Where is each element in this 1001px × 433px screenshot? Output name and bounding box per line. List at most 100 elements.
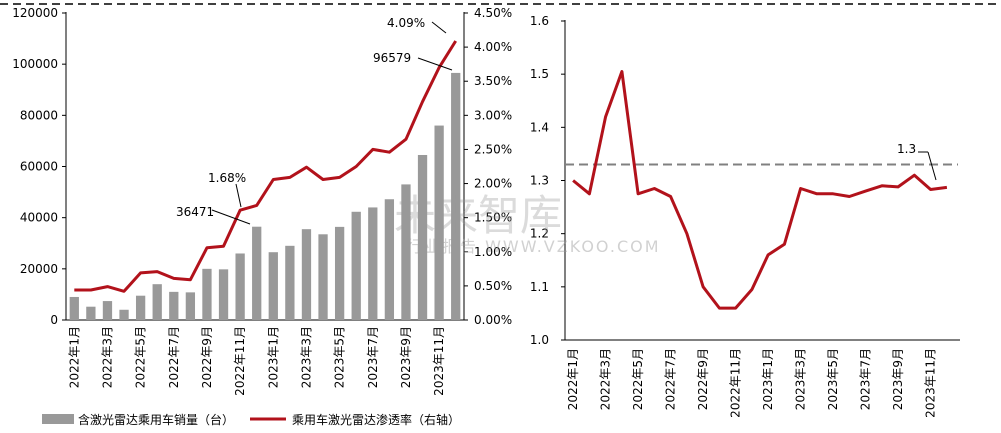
- left-y-tick-label: 120000: [12, 6, 58, 20]
- annotation-36471: 36471: [176, 205, 214, 219]
- left-x-ticks: 2022年1月 2022年3月 2022年5月 2022年7月 2022年9月 2022年…: [67, 326, 446, 396]
- left-y-tick-label: 60000: [20, 160, 58, 174]
- left-x-tick-label: 2022年3月: [100, 326, 114, 388]
- watermark: 未来智库 行业报告 WWW.VZKOO.COM: [394, 191, 661, 256]
- sales-bar: [268, 252, 278, 320]
- sales-bar: [384, 199, 395, 320]
- right-chart-x-tick-label: 2022年11月: [729, 348, 743, 418]
- sales-bar: [451, 72, 461, 320]
- right-y-tick-label: 4.00%: [474, 40, 512, 54]
- sales-bar: [252, 226, 262, 320]
- annotation-4-09: 4.09%: [387, 16, 425, 30]
- right-y-tick-label: 2.00%: [474, 177, 512, 191]
- right-chart-x-tick-label: 2022年5月: [631, 348, 645, 410]
- right-chart-x-tick-label: 2022年3月: [599, 348, 613, 410]
- sales-bar: [152, 284, 162, 320]
- left-x-tick-label: 2022年7月: [167, 326, 181, 388]
- right-chart-x-tick-label: 2023年9月: [891, 348, 905, 410]
- sales-bar: [351, 211, 361, 320]
- left-y-tick-label: 0: [50, 313, 58, 327]
- left-y-tick-label: 100000: [12, 57, 58, 71]
- annotations: 4.09% 96579 1.68% 36471: [176, 16, 453, 225]
- sales-bar: [86, 306, 96, 320]
- right-chart-y-ticks: 1.0 1.1 1.2 1.3 1.4 1.5 1.6: [530, 14, 565, 347]
- bar-series: [69, 72, 461, 320]
- right-chart-x-tick-label: 2023年7月: [859, 348, 873, 410]
- left-x-tick-label: 2023年7月: [366, 326, 380, 388]
- left-y-tick-label: 40000: [20, 211, 58, 225]
- legend-swatch-bar: [42, 414, 74, 424]
- ratio-line: [572, 70, 948, 310]
- legend-label-line: 乘用车激光雷达渗透率（右轴）: [292, 412, 460, 427]
- right-chart-x-tick-label: 2022年1月: [566, 348, 580, 410]
- left-y-tick-label: 20000: [20, 262, 58, 276]
- left-y-ticks: 0 20000 40000 60000 80000 100000 120000: [12, 6, 66, 327]
- annotation-1-3: 1.3: [897, 142, 916, 156]
- sales-bar: [169, 291, 179, 320]
- right-chart-x-tick-label: 2023年3月: [794, 348, 808, 410]
- right-chart-x-tick-label: 2023年5月: [826, 348, 840, 410]
- annotation-leader-4-09: [431, 21, 447, 34]
- legend-label-bar: 含激光雷达乘用车销量（台）: [78, 412, 234, 427]
- right-y-tick-label: 1.50%: [474, 211, 512, 225]
- sales-bar: [119, 309, 129, 320]
- sales-bar: [334, 226, 345, 320]
- sales-bar: [301, 229, 312, 320]
- left-x-tick-label: 2023年1月: [266, 326, 280, 388]
- watermark-sub: 行业报告 WWW.VZKOO.COM: [406, 237, 661, 256]
- sales-bar: [417, 154, 428, 320]
- right-y-tick-label: 3.00%: [474, 108, 512, 122]
- left-y-tick-label: 80000: [20, 108, 58, 122]
- right-y-tick-label: 3.50%: [474, 74, 512, 88]
- left-x-tick-label: 2023年11月: [432, 326, 446, 396]
- left-x-tick-label: 2023年5月: [333, 326, 347, 388]
- left-x-tick-label: 2022年9月: [200, 326, 214, 388]
- sales-bar: [401, 184, 411, 320]
- left-x-tick-label: 2022年5月: [134, 326, 148, 388]
- annotation-leader-1-3b: [927, 151, 937, 181]
- sales-bar: [202, 268, 212, 320]
- right-chart-y-tick-label: 1.4: [530, 120, 549, 134]
- right-chart: 1.01.11.21.31.41.51.6 2022年1月 2022年3月 2022…: [530, 14, 960, 418]
- right-chart-y-tick-label: 1.3: [530, 174, 549, 188]
- left-x-tick-label: 2023年9月: [399, 326, 413, 388]
- annotation-leader-1-68: [235, 183, 242, 208]
- sales-bar: [218, 269, 229, 320]
- annotation-leader-36471: [211, 209, 251, 225]
- sales-bar: [368, 207, 378, 320]
- sales-bar: [285, 245, 295, 320]
- right-chart-y-tick-label: 1.0: [530, 333, 549, 347]
- legend: 含激光雷达乘用车销量（台） 乘用车激光雷达渗透率（右轴）: [42, 412, 460, 427]
- sales-bar: [69, 296, 79, 320]
- left-x-tick-label: 2022年1月: [67, 326, 81, 388]
- right-y-tick-label: 0.00%: [474, 313, 512, 327]
- penetration-rate-line: [74, 40, 457, 293]
- left-x-tick-label: 2023年3月: [299, 326, 313, 388]
- sales-bar: [185, 292, 196, 320]
- right-chart-y-tick-label: 1.6: [530, 14, 549, 28]
- right-chart-x-tick-label: 2023年1月: [761, 348, 775, 410]
- annotation-1-68: 1.68%: [208, 171, 246, 185]
- right-chart-x-ticks: 2022年1月 2022年3月 2022年5月 2022年7月 2022年9月 2022年…: [566, 348, 938, 418]
- right-y-tick-label: 4.50%: [474, 6, 512, 20]
- sales-bar: [434, 125, 444, 320]
- right-y-tick-label: 0.50%: [474, 279, 512, 293]
- left-x-tick-label: 2022年11月: [233, 326, 247, 396]
- sales-bar: [135, 295, 146, 320]
- right-chart-y-tick-label: 1.5: [530, 67, 549, 81]
- right-chart-x-tick-label: 2022年9月: [696, 348, 710, 410]
- sales-bar: [235, 253, 245, 320]
- sales-bar: [102, 301, 113, 320]
- right-chart-y-tick-label: 1.2: [530, 227, 549, 241]
- annotation-leader-96579: [417, 57, 453, 71]
- annotation-96579: 96579: [373, 51, 411, 65]
- sales-bar: [318, 234, 328, 320]
- right-y-tick-label: 2.50%: [474, 142, 512, 156]
- right-y-ticks: 0.00% 0.50% 1.00% 1.50% 2.00% 2.50% 3.00% 3.50%…: [464, 6, 512, 327]
- right-chart-x-tick-label: 2023年11月: [924, 348, 938, 418]
- right-chart-x-tick-label: 2022年7月: [664, 348, 678, 410]
- right-chart-y-tick-label: 1.1: [530, 280, 549, 294]
- right-y-tick-label: 1.00%: [474, 245, 512, 259]
